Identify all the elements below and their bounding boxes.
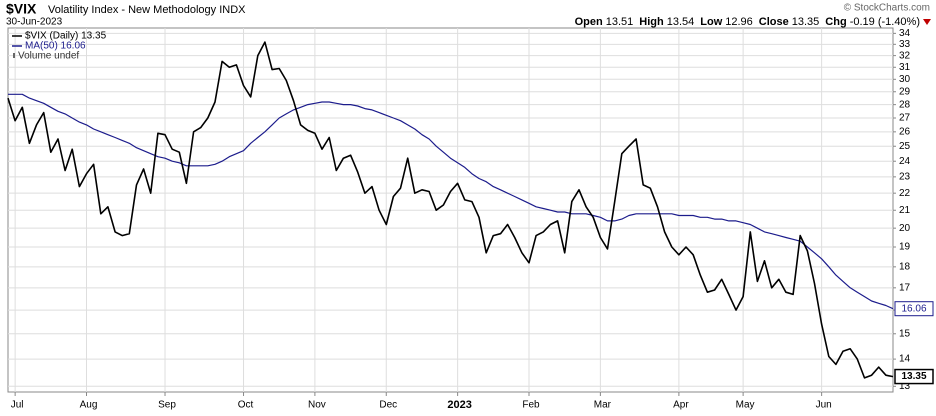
y-tick-label: 34 [899, 28, 911, 39]
y-tick-label: 23 [899, 171, 911, 182]
x-tick-label: Oct [238, 400, 254, 411]
legend-swatch [13, 53, 15, 58]
legend-label: MA(50) 16.06 [25, 41, 86, 52]
quote-value: -0.19 (-1.40%) [850, 16, 920, 28]
y-tick-label: 21 [899, 205, 911, 216]
quote-label: Open [575, 16, 603, 28]
y-tick-label: 14 [899, 354, 911, 365]
chart-date: 30-Jun-2023 [6, 17, 63, 28]
y-tick-label: 19 [899, 242, 911, 253]
y-tick-label: 32 [899, 50, 911, 61]
x-tick-label: 2023 [447, 399, 471, 411]
chart-title: $VIX [6, 1, 37, 17]
y-tick-label: 18 [899, 261, 911, 272]
chart-subtitle: Volatility Index - New Methodology INDX [48, 4, 246, 16]
y-tick-label: 26 [899, 126, 911, 137]
y-tick-label: 13 [899, 381, 911, 392]
quote-label: Low [700, 16, 722, 28]
y-tick-label: 25 [899, 141, 911, 152]
y-tick-label: 29 [899, 86, 911, 97]
last-value-tag [894, 301, 934, 317]
series-line [7, 41, 894, 379]
x-tick-label: Aug [80, 400, 98, 411]
legend-label: $VIX (Daily) 13.35 [25, 31, 107, 42]
y-tick-label: 30 [899, 74, 911, 85]
last-value-tag [894, 368, 934, 385]
last-value-label: 13.35 [901, 371, 926, 382]
y-tick-label: 24 [899, 156, 911, 167]
legend-label: Volume undef [18, 51, 79, 62]
quote-value: 13.54 [667, 16, 695, 28]
x-tick-label: Jul [11, 400, 24, 411]
y-tick-label: 20 [899, 223, 911, 234]
quote-bar: Open 13.51 High 13.54 Low 12.96 Close 13.35 Chg -… [575, 16, 920, 28]
x-tick-label: Dec [379, 400, 397, 411]
y-tick-label: 28 [899, 99, 911, 110]
y-tick-label: 31 [899, 62, 911, 73]
x-tick-label: Jun [816, 400, 832, 411]
y-tick-label: 17 [899, 282, 911, 293]
y-tick-label: 22 [899, 188, 911, 199]
x-tick-label: Mar [594, 400, 612, 411]
last-value-label: 16.06 [901, 303, 926, 314]
quote-value: 13.35 [792, 16, 820, 28]
quote-value: 12.96 [725, 16, 753, 28]
x-tick-label: Feb [522, 400, 540, 411]
x-tick-label: Apr [673, 400, 689, 411]
quote-label: High [639, 16, 664, 28]
quote-label: Close [759, 16, 789, 28]
series-line [8, 93, 894, 310]
quote-label: Chg [825, 16, 846, 28]
x-tick-label: Nov [308, 400, 326, 411]
y-tick-label: 33 [899, 39, 911, 50]
quote-value: 13.51 [606, 16, 634, 28]
credit: © StockCharts.com [844, 3, 930, 14]
y-tick-label: 27 [899, 113, 911, 124]
x-tick-label: Sep [158, 400, 176, 411]
x-tick-label: May [736, 400, 755, 411]
y-tick-label: 15 [899, 328, 911, 339]
down-arrow [923, 19, 931, 25]
